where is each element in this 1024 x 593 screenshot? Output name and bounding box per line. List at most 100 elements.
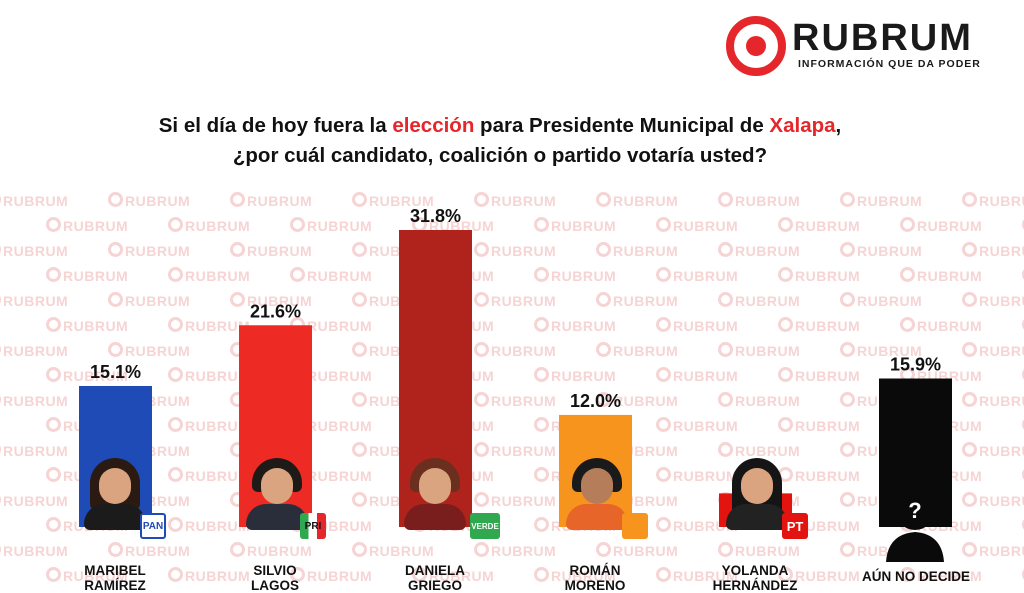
watermark-text: RUBRUM [962, 442, 1024, 459]
candidate-last-name: LAGOS [250, 578, 299, 593]
question-text-b: para Presidente Municipal de [474, 114, 770, 137]
watermark-text: RUBRUM [718, 192, 800, 209]
watermark-text: RUBRUM [596, 342, 678, 359]
watermark-text: RUBRUM [290, 567, 372, 584]
bar-value-label-4: 12.0% [570, 391, 621, 411]
watermark-text: RUBRUM [46, 317, 128, 334]
question-line-1: Si el día de hoy fuera la elección para … [0, 111, 1000, 141]
candidate-photo-yolanda [726, 458, 788, 530]
watermark-text: RUBRUM [962, 342, 1024, 359]
watermark-text: RUBRUM [656, 217, 738, 234]
watermark-text: RUBRUM [840, 292, 922, 309]
watermark-text: RUBRUM [46, 567, 128, 584]
watermark-text: RUBRUM [474, 392, 556, 409]
verde-party-icon: VERDE [470, 513, 500, 539]
candidate-photo-maribel [84, 458, 146, 530]
watermark-text: RUBRUM [352, 542, 434, 559]
watermark-text: RUBRUM [596, 292, 678, 309]
watermark-text: RUBRUM [0, 342, 68, 359]
watermark-text: RUBRUM [840, 192, 922, 209]
watermark-text: RUBRUM [168, 267, 250, 284]
watermark-text: RUBRUM [168, 317, 250, 334]
watermark-text: RUBRUM [962, 542, 1024, 559]
candidate-label-daniela: DANIELA GRIEGO [365, 563, 505, 593]
watermark-text: RUBRUM [900, 217, 982, 234]
logo-wordmark: RUBRUM [792, 17, 973, 59]
shoulders-shape [246, 504, 308, 530]
watermark-text: RUBRUM [778, 367, 860, 384]
watermark-text: RUBRUM [778, 467, 860, 484]
face-shape [741, 468, 773, 504]
watermark-text: RUBRUM [230, 542, 312, 559]
watermark-text: RUBRUM [474, 192, 556, 209]
watermark-text: RUBRUM [474, 542, 556, 559]
watermark-text: RUBRUM [718, 442, 800, 459]
watermark-text: RUBRUM [474, 292, 556, 309]
watermark-text: RUBRUM [0, 192, 68, 209]
watermark-text: RUBRUM [474, 242, 556, 259]
watermark-text: RUBRUM [46, 367, 128, 384]
watermark-text: RUBRUM [168, 417, 250, 434]
watermark-text: RUBRUM [962, 392, 1024, 409]
watermark-text: RUBRUM [900, 567, 982, 584]
watermark-text: RUBRUM [290, 367, 372, 384]
watermark-text: RUBRUM [596, 242, 678, 259]
shoulders-shape [404, 504, 466, 530]
candidate-first-name: SILVIO [253, 563, 297, 578]
rubrum-logo: RUBRUM INFORMACIÓN QUE DA PODER [726, 12, 1006, 78]
question-person-icon: ? [886, 490, 944, 562]
watermark-text: RUBRUM [718, 342, 800, 359]
survey-question: Si el día de hoy fuera la elección para … [0, 111, 1000, 171]
watermark-text: RUBRUM [656, 567, 738, 584]
mc-party-icon [622, 513, 648, 539]
svg-text:?: ? [908, 498, 921, 523]
watermark-text: RUBRUM [778, 317, 860, 334]
watermark-text: RUBRUM [900, 267, 982, 284]
watermark-text: RUBRUM [46, 267, 128, 284]
pri-party-icon: PRI [300, 513, 326, 539]
watermark-text: RUBRUM [534, 217, 616, 234]
bar-value-label-1: 15.1% [90, 362, 141, 382]
candidate-last-name: RAMÍREZ [84, 578, 146, 593]
watermark-text: RUBRUM [778, 517, 860, 534]
question-text-c: , [835, 114, 842, 137]
candidate-last-name: GRIEGO [407, 578, 462, 593]
candidate-photo-daniela [404, 458, 466, 530]
watermark-text: RUBRUM [168, 217, 250, 234]
bar-value-label-6: 15.9% [890, 355, 941, 375]
watermark-text: RUBRUM [108, 292, 190, 309]
watermark-text: RUBRUM [718, 292, 800, 309]
question-line-2: ¿por cuál candidato, coalición o partido… [232, 144, 768, 167]
watermark-text: RUBRUM [534, 317, 616, 334]
watermark-text: RUBRUM [0, 392, 68, 409]
shoulders-shape [84, 504, 146, 530]
watermark-text: RUBRUM [534, 367, 616, 384]
candidate-last-name: MORENO [564, 578, 626, 593]
watermark-text: RUBRUM [168, 467, 250, 484]
watermark-text: RUBRUM [962, 192, 1024, 209]
watermark-text: RUBRUM [718, 542, 800, 559]
watermark-text: RUBRUM [46, 217, 128, 234]
watermark-text: RUBRUM [474, 342, 556, 359]
watermark-text: RUBRUM [230, 242, 312, 259]
watermark-text: RUBRUM [840, 242, 922, 259]
watermark-text: RUBRUM [534, 567, 616, 584]
watermark-text: RUBRUM [0, 442, 68, 459]
watermark-text: RUBRUM [168, 567, 250, 584]
logo-tagline: INFORMACIÓN QUE DA PODER [798, 58, 981, 70]
watermark-text: RUBRUM [718, 392, 800, 409]
candidate-label-roman: ROMÁN MORENO [525, 563, 665, 593]
candidate-first-name: YOLANDA [721, 563, 789, 578]
watermark-text: RUBRUM [474, 492, 556, 509]
question-text-a: Si el día de hoy fuera la [158, 114, 393, 137]
candidate-photo-roman [566, 458, 628, 530]
candidate-first-name: DANIELA [405, 563, 465, 578]
watermark-text: RUBRUM [168, 367, 250, 384]
watermark-text: RUBRUM [656, 317, 738, 334]
watermark-text: RUBRUM [962, 292, 1024, 309]
watermark-text: RUBRUM [474, 442, 556, 459]
face-shape [261, 468, 293, 504]
candidate-label-silvio: SILVIO LAGOS [205, 563, 345, 593]
watermark-text: RUBRUM [108, 342, 190, 359]
